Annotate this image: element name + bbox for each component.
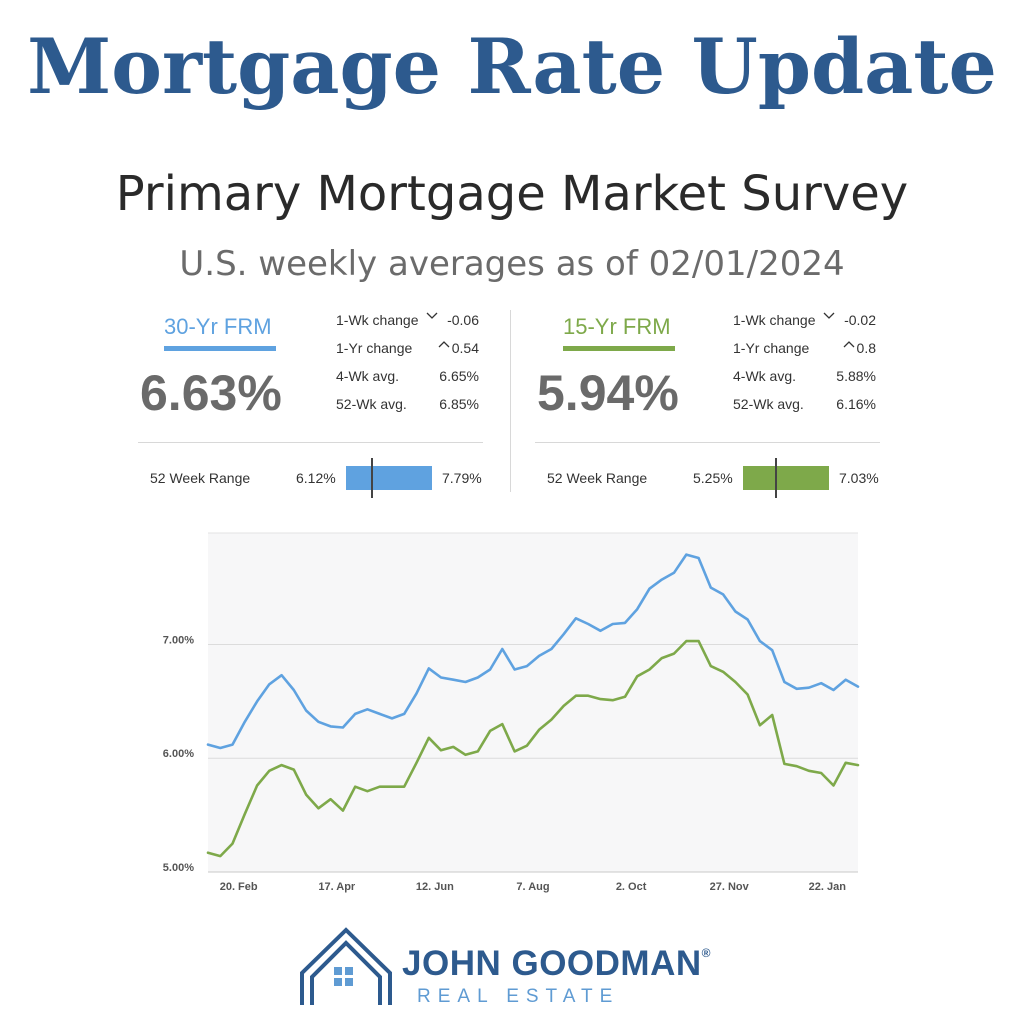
stat-value: 6.16% (836, 396, 876, 412)
stat-label: 4-Wk avg. (733, 368, 797, 384)
range-high: 7.03% (839, 470, 879, 486)
stat-label: 52-Wk avg. (733, 396, 804, 412)
frm15-stat-row: 1-Yr change 0.8 (733, 340, 878, 360)
frm15-rate: 5.94% (537, 365, 679, 421)
series-line-30yr (206, 553, 860, 750)
stat-label: 52-Wk avg. (336, 396, 407, 412)
registered-mark: ® (701, 946, 711, 960)
range-low: 5.25% (693, 470, 733, 486)
panel-divider (138, 442, 483, 443)
brand-name-text: JOHN GOODMAN (402, 944, 702, 983)
frm15-stat-row: 1-Wk change -0.02 (733, 312, 878, 332)
frm30-stat-row: 1-Wk change -0.06 (336, 312, 481, 332)
frm30-stat-row: 52-Wk avg. 6.85% (336, 396, 481, 416)
stat-value: 5.88% (836, 368, 876, 384)
range-label: 52 Week Range (150, 470, 251, 486)
frm30-rate: 6.63% (140, 365, 282, 421)
stat-value: -0.06 (447, 312, 479, 328)
panel-separator (510, 310, 511, 492)
frm30-stat-row: 4-Wk avg. 6.65% (336, 368, 481, 388)
frm15-panel: 15-Yr FRM 5.94% 1-Wk change -0.02 1-Yr c… (535, 306, 880, 498)
x-tick-label: 2. Oct (616, 881, 647, 893)
x-tick-label: 20. Feb (220, 881, 258, 893)
stat-label: 4-Wk avg. (336, 368, 400, 384)
y-tick-label: 7.00% (163, 634, 194, 646)
brand-name: JOHN GOODMAN® (402, 944, 711, 984)
frm15-stat-row: 52-Wk avg. 6.16% (733, 396, 878, 416)
as-of-date: U.S. weekly averages as of 02/01/2024 (179, 244, 845, 284)
stat-label: 1-Yr change (733, 340, 810, 356)
x-tick-label: 22. Jan (809, 881, 847, 893)
page-title: Mortgage Rate Update (27, 22, 997, 111)
stat-value: 0.8 (856, 340, 876, 356)
x-tick-label: 17. Apr (318, 881, 356, 893)
x-tick-label: 7. Aug (516, 881, 549, 893)
chevron-down-icon (822, 309, 836, 325)
series-line-15yr (206, 639, 860, 858)
frm30-panel: 30-Yr FRM 6.63% 1-Wk change -0.06 1-Yr c… (138, 306, 483, 498)
range-current-marker (371, 458, 374, 498)
house-logo-icon (300, 927, 392, 1005)
stat-label: 1-Yr change (336, 340, 413, 356)
stat-label: 1-Wk change (733, 312, 816, 328)
y-tick-label: 5.00% (163, 862, 194, 874)
chevron-up-icon (437, 337, 451, 353)
rate-line-chart: 5.00% 6.00% 7.00% 20. Feb 17. Apr 12. Jun 7. A… (163, 532, 860, 893)
stat-value: 6.85% (439, 396, 479, 412)
plot-area (208, 533, 858, 872)
frm15-stat-row: 4-Wk avg. 5.88% (733, 368, 878, 388)
frm30-underline (164, 346, 276, 351)
survey-subtitle: Primary Mortgage Market Survey (115, 166, 909, 222)
range-high: 7.79% (442, 470, 482, 486)
brand-subtitle: REAL ESTATE (417, 986, 620, 1007)
chevron-down-icon (425, 309, 439, 325)
range-bar (743, 466, 829, 490)
stat-value: 6.65% (439, 368, 479, 384)
y-tick-label: 6.00% (163, 748, 194, 760)
stat-value: 0.54 (451, 340, 479, 356)
stat-value: -0.02 (844, 312, 876, 328)
range-current-marker (775, 458, 778, 498)
frm15-underline (563, 346, 675, 351)
frm15-label: 15-Yr FRM (563, 314, 671, 339)
x-tick-label: 27. Nov (710, 881, 750, 893)
stat-label: 1-Wk change (336, 312, 419, 328)
range-bar (346, 466, 432, 490)
frm30-stat-row: 1-Yr change 0.54 (336, 340, 481, 360)
frm30-label: 30-Yr FRM (164, 314, 272, 339)
panel-divider (535, 442, 880, 443)
chevron-up-icon (842, 337, 856, 353)
range-label: 52 Week Range (547, 470, 648, 486)
range-low: 6.12% (296, 470, 336, 486)
x-tick-label: 12. Jun (416, 881, 454, 893)
